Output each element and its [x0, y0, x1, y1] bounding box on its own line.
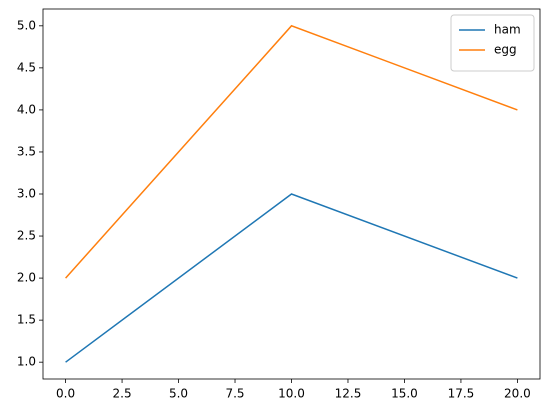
y-tick-label: 3.5: [17, 144, 36, 158]
y-tick-label: 3.0: [17, 187, 36, 201]
x-tick-label: 2.5: [113, 387, 132, 401]
y-tick-label: 2.5: [17, 229, 36, 243]
y-tick-label: 1.5: [17, 313, 36, 327]
legend-label: egg: [494, 43, 517, 57]
y-tick-label: 2.0: [17, 271, 36, 285]
legend: ham egg: [450, 14, 535, 72]
y-tick-label: 4.5: [17, 60, 36, 74]
y-tick-label: 5.0: [17, 18, 36, 32]
plot-frame: [42, 8, 541, 380]
x-tick-label: 17.5: [448, 387, 475, 401]
x-tick-label: 20.0: [504, 387, 531, 401]
line: [65, 193, 518, 363]
line: [65, 24, 518, 279]
x-tick-label: 7.5: [225, 387, 244, 401]
legend-label: ham: [494, 23, 521, 37]
x-tick-label: 10.0: [278, 387, 305, 401]
x-tick-label: 5.0: [169, 387, 188, 401]
y-tick-label: 4.0: [17, 102, 36, 116]
x-tick-label: 12.5: [335, 387, 362, 401]
y-tick-label: 1.0: [17, 355, 36, 369]
legend-box: [450, 14, 535, 72]
x-tick-label: 0.0: [56, 387, 75, 401]
x-tick-label: 15.0: [391, 387, 418, 401]
